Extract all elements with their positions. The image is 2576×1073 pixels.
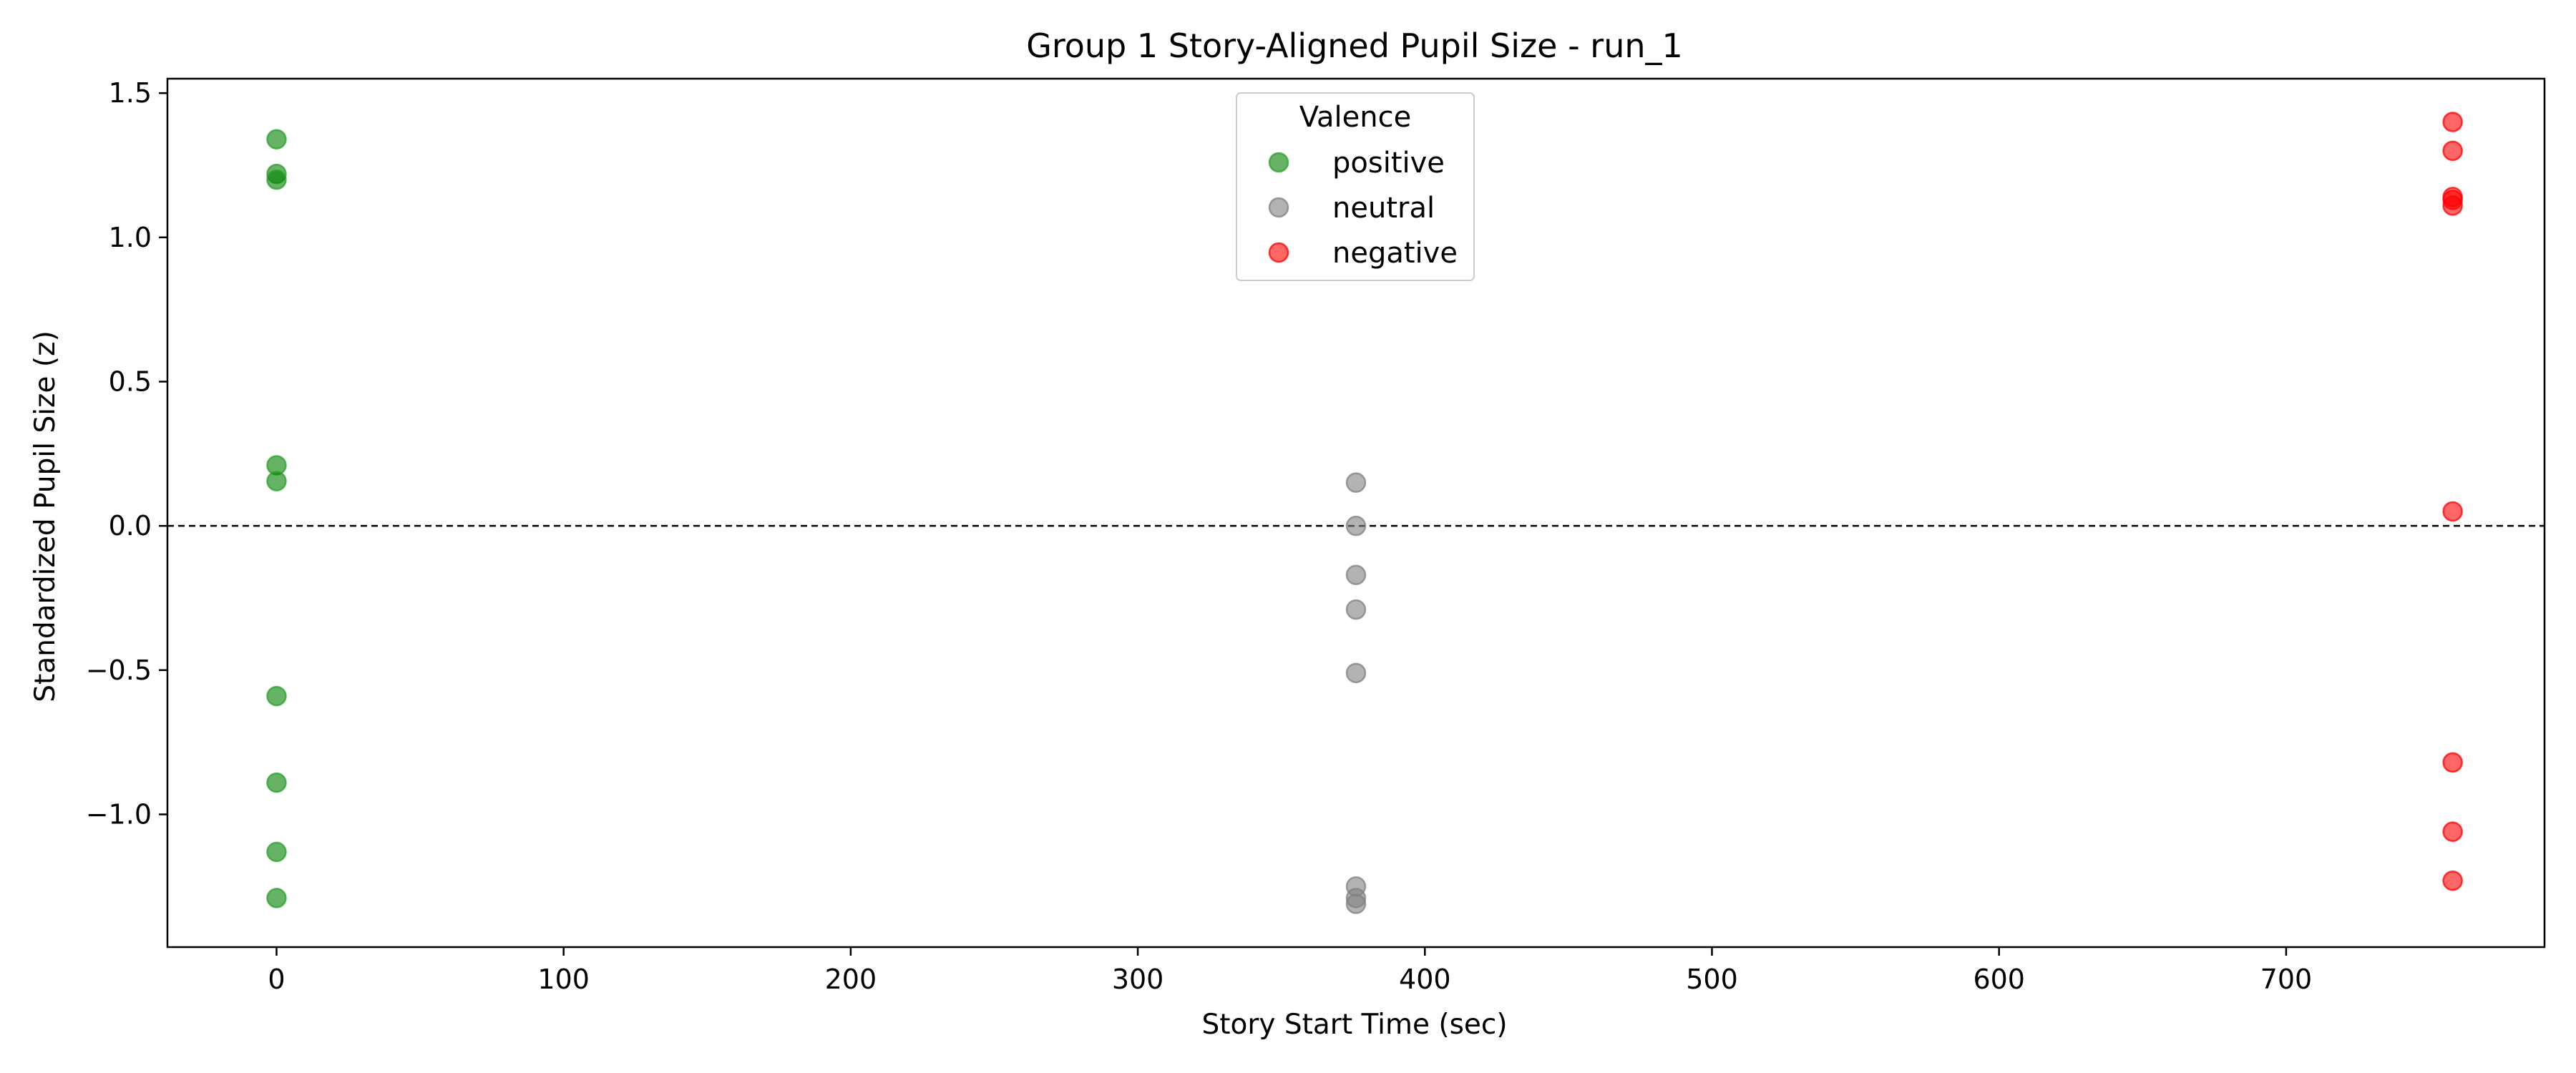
legend-label-positive: positive	[1332, 147, 1445, 180]
x-tick-label-0: 0	[268, 964, 285, 995]
legend-entries: positive neutral negative	[1268, 147, 1458, 270]
y-tick-label-1.5: 1.5	[109, 77, 152, 109]
legend-marker-negative	[1268, 242, 1289, 263]
x-tick-label-300: 300	[1112, 964, 1164, 995]
point-positive-9	[266, 888, 287, 908]
legend-marker-positive	[1268, 152, 1289, 173]
x-tick-label-400: 400	[1399, 964, 1451, 995]
point-neutral-8	[1345, 893, 1367, 914]
point-negative-5	[2442, 195, 2463, 216]
point-neutral-2	[1345, 515, 1367, 536]
point-negative-7	[2442, 752, 2463, 773]
point-neutral-4	[1345, 599, 1367, 620]
point-positive-5	[266, 471, 287, 491]
axes-layer: 0 100 200 300 400 500 600 700 1.5 1.0 0.5 0.0 −0.5 −1…	[86, 77, 2546, 995]
point-neutral-1	[1345, 472, 1367, 493]
legend-marker-neutral	[1268, 197, 1289, 218]
y-tick-label--0.5: −0.5	[86, 655, 152, 686]
point-positive-6	[266, 685, 287, 707]
point-negative-1	[2442, 112, 2463, 132]
point-negative-2	[2442, 140, 2463, 162]
y-tick-label-0.5: 0.5	[109, 366, 152, 397]
x-tick-label-200: 200	[825, 964, 877, 995]
point-negative-6	[2442, 501, 2463, 522]
y-tick-label-0: 0.0	[109, 510, 152, 542]
point-negative-8	[2442, 821, 2463, 842]
point-positive-3	[266, 169, 287, 190]
point-positive-1	[266, 129, 287, 150]
points-layer	[266, 112, 2463, 914]
point-negative-9	[2442, 870, 2463, 891]
point-positive-7	[266, 772, 287, 793]
legend-title: Valence	[1299, 101, 1411, 134]
y-tick-label--1: −1.0	[86, 798, 152, 830]
x-axis-label: Story Start Time (sec)	[1201, 1009, 1507, 1041]
chart-title: Group 1 Story-Aligned Pupil Size - run_1	[1026, 26, 1683, 65]
legend-label-neutral: neutral	[1332, 192, 1435, 225]
y-axis-label: Standardized Pupil Size (z)	[29, 330, 62, 702]
x-tick-label-700: 700	[2260, 964, 2313, 995]
y-tick-label-1: 1.0	[109, 222, 152, 253]
point-neutral-3	[1345, 564, 1367, 585]
x-tick-label-100: 100	[537, 964, 590, 995]
x-tick-label-500: 500	[1686, 964, 1738, 995]
point-neutral-5	[1345, 662, 1367, 684]
point-positive-8	[266, 841, 287, 863]
axes-frame	[166, 77, 2546, 949]
legend-label-negative: negative	[1332, 237, 1458, 270]
legend: Valence positive neutral negative	[1236, 92, 1475, 281]
legend-frame	[1236, 92, 1475, 281]
x-tick-label-600: 600	[1973, 964, 2025, 995]
